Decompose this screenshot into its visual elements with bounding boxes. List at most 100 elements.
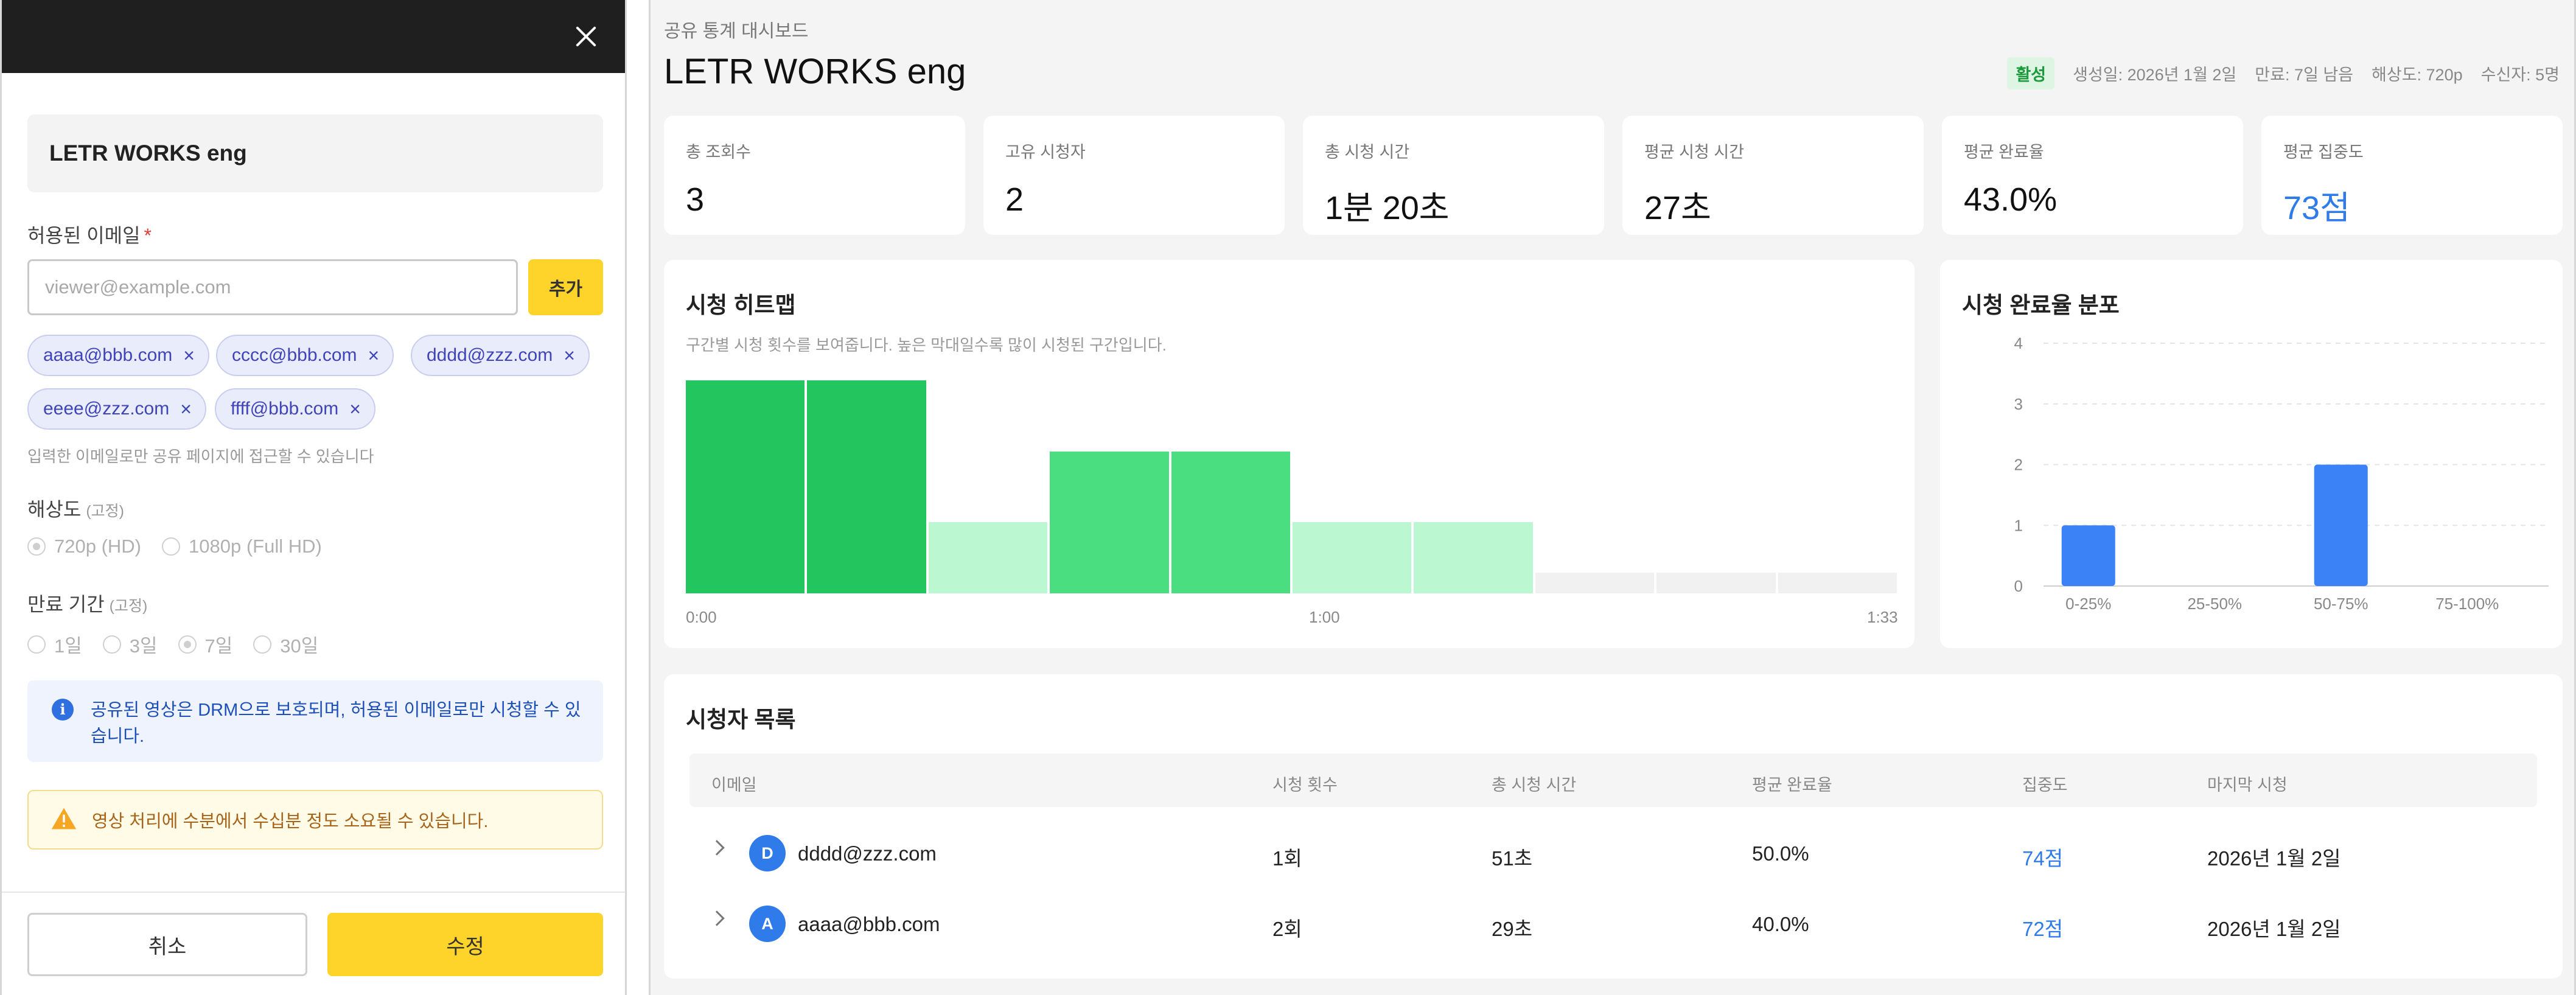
heatmap-segment — [1414, 522, 1533, 593]
heatmap-segment — [1535, 573, 1655, 593]
expiry-option-1d[interactable]: 1일 — [27, 630, 82, 658]
bar — [2061, 525, 2115, 586]
close-icon[interactable] — [570, 21, 602, 52]
x-tick-label: 0-25% — [2065, 595, 2111, 613]
chevron-right-icon[interactable] — [709, 910, 725, 926]
heatmap-panel: 시청 히트맵 구간별 시청 횟수를 보여줍니다. 높은 막대일수록 많이 시청된… — [664, 260, 1915, 648]
viewer-views: 2회 — [1272, 918, 1302, 940]
stat-card-avg-focus: 평균 집중도 73점 — [2261, 116, 2563, 235]
col-last-watched: 마지막 시청 — [2207, 776, 2288, 794]
stat-value: 43.0% — [1964, 181, 2058, 218]
expiry-label-text: 만료 기간 — [27, 593, 105, 615]
cancel-button[interactable]: 취소 — [27, 913, 307, 976]
radio-label: 1일 — [54, 635, 82, 657]
viewer-last-watched: 2026년 1월 2일 — [2207, 847, 2341, 870]
viewer-focus: 72점 — [2022, 918, 2064, 940]
stat-value: 27초 — [1644, 190, 1711, 226]
expiry-option-3d[interactable]: 3일 — [102, 630, 158, 658]
heatmap-tick-mid: 1:00 — [1309, 608, 1340, 626]
remove-chip-icon[interactable]: × — [183, 344, 195, 366]
resolution-radio-group: 720p (HD) 1080p (Full HD) — [27, 536, 343, 557]
stat-label: 평균 시청 시간 — [1644, 143, 1745, 161]
email-chip-label: aaaa@bbb.com — [43, 345, 173, 365]
viewer-avg-completion: 40.0% — [1752, 913, 1809, 935]
heatmap-bars — [686, 380, 1897, 593]
viewer-avg-completion: 50.0% — [1752, 842, 1809, 865]
email-chip-label: eeee@zzz.com — [43, 399, 170, 419]
viewer-last-watched: 2026년 1월 2일 — [2207, 918, 2341, 940]
heatmap-segment — [1171, 452, 1290, 593]
stat-value: 3 — [686, 181, 705, 218]
viewer-list-title: 시청자 목록 — [686, 707, 796, 732]
breadcrumb: 공유 통계 대시보드 — [664, 21, 809, 41]
email-chip: eeee@zzz.com × — [27, 388, 206, 430]
resolution-option-720p[interactable]: 720p (HD) — [27, 536, 141, 557]
remove-chip-icon[interactable]: × — [349, 397, 361, 420]
share-meta-row: 활성 생성일: 2026년 1월 2일 만료: 7일 남음 해상도: 720p … — [2007, 57, 2560, 89]
distribution-title: 시청 완료율 분포 — [1962, 293, 2120, 318]
radio-label: 720p (HD) — [54, 536, 141, 557]
remove-chip-icon[interactable]: × — [180, 397, 192, 420]
resolution-label-text: 해상도 — [27, 498, 82, 520]
expiry-option-30d[interactable]: 30일 — [253, 630, 318, 658]
warning-text: 영상 처리에 수분에서 수십분 정도 소요될 수 있습니다. — [92, 812, 489, 831]
remove-chip-icon[interactable]: × — [368, 344, 380, 366]
warning-icon — [51, 808, 77, 829]
stat-label: 총 조회수 — [686, 143, 751, 161]
stat-card-avg-completion: 평균 완료율 43.0% — [1942, 116, 2243, 235]
expiry-label: 만료 기간 (고정) — [27, 589, 147, 617]
stat-label: 평균 집중도 — [2283, 143, 2364, 161]
radio-checked-icon — [178, 635, 197, 654]
radio-label: 3일 — [129, 635, 158, 657]
page-title: LETR WORKS eng — [664, 52, 966, 91]
heatmap-tick-end: 1:33 — [1867, 608, 1898, 626]
x-tick-label: 50-75% — [2314, 595, 2368, 613]
viewer-list-panel: 시청자 목록 이메일 시청 횟수 총 시청 시간 평균 완료율 집중도 마지막 … — [664, 674, 2563, 979]
share-stats-dashboard: 공유 통계 대시보드 LETR WORKS eng 활성 생성일: 2026년 … — [649, 0, 2576, 995]
heatmap-segment — [686, 380, 805, 593]
col-avg-completion: 평균 완료율 — [1752, 776, 1832, 794]
chevron-right-icon[interactable] — [709, 840, 725, 856]
status-badge: 활성 — [2007, 57, 2055, 89]
resolution-option-1080p[interactable]: 1080p (Full HD) — [162, 536, 322, 557]
email-input[interactable] — [27, 259, 518, 315]
email-label-text: 허용된 이메일 — [27, 225, 141, 246]
email-chip: dddd@zzz.com × — [411, 335, 590, 376]
col-focus: 집중도 — [2022, 776, 2068, 794]
heatmap-tick-start: 0:00 — [686, 608, 717, 626]
y-tick-label: 3 — [2014, 395, 2023, 413]
remove-chip-icon[interactable]: × — [564, 344, 575, 366]
submit-button[interactable]: 수정 — [327, 913, 603, 976]
x-tick-label: 75-100% — [2435, 595, 2499, 613]
email-chip-label: cccc@bbb.com — [232, 345, 357, 365]
drm-info-box: i 공유된 영상은 DRM으로 보호되며, 허용된 이메일로만 시청할 수 있습… — [27, 680, 603, 762]
modal-header — [2, 0, 625, 73]
completion-distribution-chart: 0 1 2 3 4 0-25% 25-50% 50-75% 75-100% — [2014, 334, 2549, 613]
y-tick-label: 0 — [2014, 577, 2023, 595]
heatmap-segment — [1656, 573, 1776, 593]
email-label: 허용된 이메일 * — [27, 220, 152, 248]
email-chip-label: dddd@zzz.com — [427, 345, 553, 365]
heatmap-segment — [1050, 452, 1169, 593]
table-row[interactable]: A aaaa@bbb.com 2회 29초 40.0% 72점 2026년 1월… — [689, 886, 2537, 957]
email-chip-label: ffff@bbb.com — [231, 399, 339, 419]
y-tick-label: 4 — [2014, 334, 2023, 352]
expiry-remaining: 만료: 7일 남음 — [2255, 66, 2354, 84]
stat-card-avg-watch-time: 평균 시청 시간 27초 — [1622, 116, 1924, 235]
fixed-note: (고정) — [109, 598, 148, 615]
add-email-button[interactable]: 추가 — [528, 259, 603, 315]
stat-value: 73점 — [2283, 190, 2350, 226]
radio-checked-icon — [27, 537, 46, 556]
viewer-total-time: 29초 — [1492, 918, 1533, 940]
project-title: LETR WORKS eng — [49, 141, 247, 166]
viewer-email: dddd@zzz.com — [798, 842, 937, 865]
heatmap-segment — [1778, 573, 1897, 593]
avatar: A — [749, 906, 786, 942]
expiry-option-7d[interactable]: 7일 — [178, 630, 232, 658]
email-chip: cccc@bbb.com × — [216, 335, 394, 376]
resolution-label: 해상도 (고정) — [27, 494, 124, 522]
table-row[interactable]: D dddd@zzz.com 1회 51초 50.0% 74점 2026년 1월… — [689, 815, 2537, 886]
viewer-table-header: 이메일 시청 횟수 총 시청 시간 평균 완료율 집중도 마지막 시청 — [689, 753, 2537, 807]
viewer-total-time: 51초 — [1492, 847, 1533, 870]
email-help-text: 입력한 이메일로만 공유 페이지에 접근할 수 있습니다 — [27, 447, 374, 466]
